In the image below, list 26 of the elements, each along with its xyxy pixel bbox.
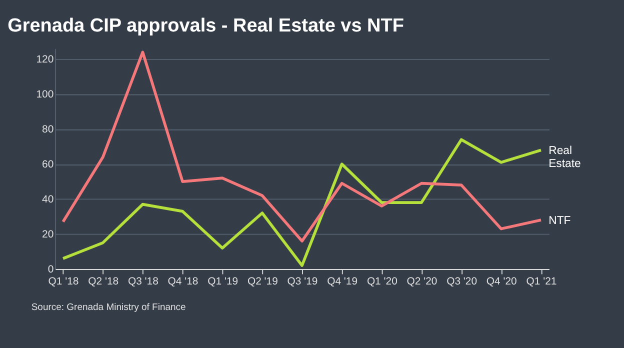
source-note: Source: Grenada Ministry of Finance <box>31 302 186 313</box>
x-tick-label: Q2 '20 <box>406 276 438 288</box>
y-tick-label: 0 <box>48 264 54 276</box>
y-tick-label: 100 <box>36 89 54 100</box>
x-tick-label: Q4 '19 <box>327 276 358 288</box>
x-tick-label: Q3 '18 <box>128 276 159 288</box>
x-tick-label: Q2 '19 <box>247 276 278 288</box>
series-label: Real Estate <box>548 144 581 170</box>
x-tick-label: Q3 '20 <box>446 276 478 288</box>
y-tick-label: 80 <box>42 124 54 136</box>
y-tick-label: 20 <box>42 229 54 240</box>
line-series <box>62 138 542 267</box>
y-tick-label: 40 <box>42 194 54 206</box>
chart-title: Grenada CIP approvals - Real Estate vs NTF <box>8 16 404 37</box>
y-tick-label: 120 <box>36 54 54 66</box>
x-tick-label: Q1 '18 <box>48 276 79 288</box>
x-tick-label: Q2 '18 <box>88 276 119 288</box>
y-tick-label: 60 <box>42 159 54 170</box>
x-tick-label: Q1 '20 <box>366 276 398 288</box>
x-tick-label: Q3 '19 <box>287 276 318 288</box>
x-tick-label: Q1 '21 <box>526 276 557 288</box>
series-label: NTF <box>548 214 571 227</box>
line-series <box>62 50 542 242</box>
x-tick-label: Q4 '18 <box>168 276 198 288</box>
x-tick-label: Q4 '20 <box>486 276 518 288</box>
x-tick-label: Q1 '19 <box>208 276 238 288</box>
